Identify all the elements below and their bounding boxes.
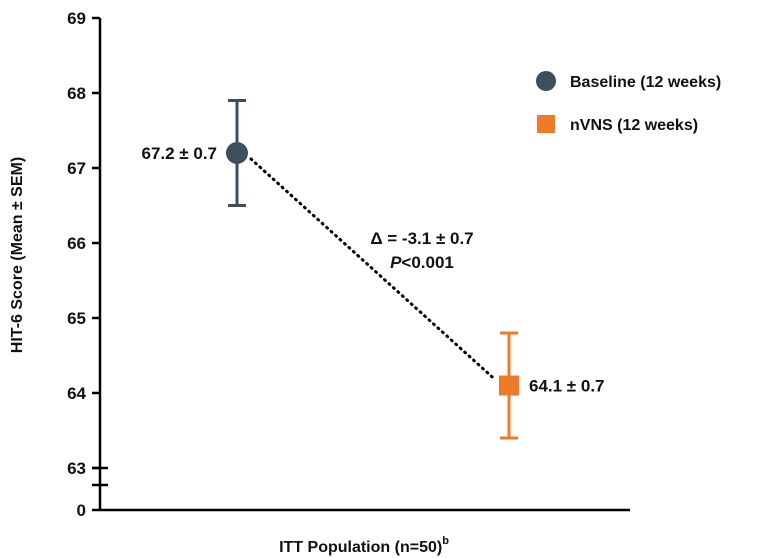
x-axis-title-sup: b bbox=[442, 535, 449, 547]
x-axis-title-text: ITT Population (n=50) bbox=[279, 539, 442, 556]
point-nvns bbox=[499, 375, 519, 396]
y-axis-break bbox=[92, 466, 108, 487]
p-value-annotation: P<0.001 bbox=[390, 253, 454, 272]
p-label: P bbox=[390, 253, 402, 272]
y-tick-label: 66 bbox=[67, 234, 86, 253]
y-zero-tick-label: 0 bbox=[77, 501, 86, 520]
legend-marker-nvns bbox=[537, 115, 555, 133]
y-axis-title: HIT-6 Score (Mean ± SEM) bbox=[9, 157, 26, 353]
legend: Baseline (12 weeks) nVNS (12 weeks) bbox=[536, 71, 721, 134]
y-tick-label: 64 bbox=[67, 384, 86, 403]
y-tick-label: 63 bbox=[67, 459, 86, 478]
connector-line bbox=[249, 157, 497, 381]
legend-label-baseline: Baseline (12 weeks) bbox=[570, 74, 721, 91]
y-tick-label: 67 bbox=[67, 159, 86, 178]
chart-marks: 67.2 ± 0.7 64.1 ± 0.7 bbox=[142, 99, 605, 440]
x-axis-title: ITT Population (n=50)b bbox=[279, 535, 449, 556]
legend-label-nvns: nVNS (12 weeks) bbox=[570, 117, 698, 134]
data-label-nvns: 64.1 ± 0.7 bbox=[529, 377, 605, 396]
y-tick-label: 65 bbox=[67, 309, 86, 328]
point-baseline bbox=[226, 142, 248, 164]
p-value: <0.001 bbox=[401, 253, 453, 272]
y-tick-label: 69 bbox=[67, 9, 86, 28]
data-label-baseline: 67.2 ± 0.7 bbox=[142, 144, 218, 163]
legend-marker-baseline bbox=[536, 71, 556, 91]
y-tick-label: 68 bbox=[67, 84, 86, 103]
delta-annotation: Δ = -3.1 ± 0.7 bbox=[370, 229, 473, 248]
y-ticks: 63 64 65 66 67 68 69 bbox=[67, 9, 100, 478]
